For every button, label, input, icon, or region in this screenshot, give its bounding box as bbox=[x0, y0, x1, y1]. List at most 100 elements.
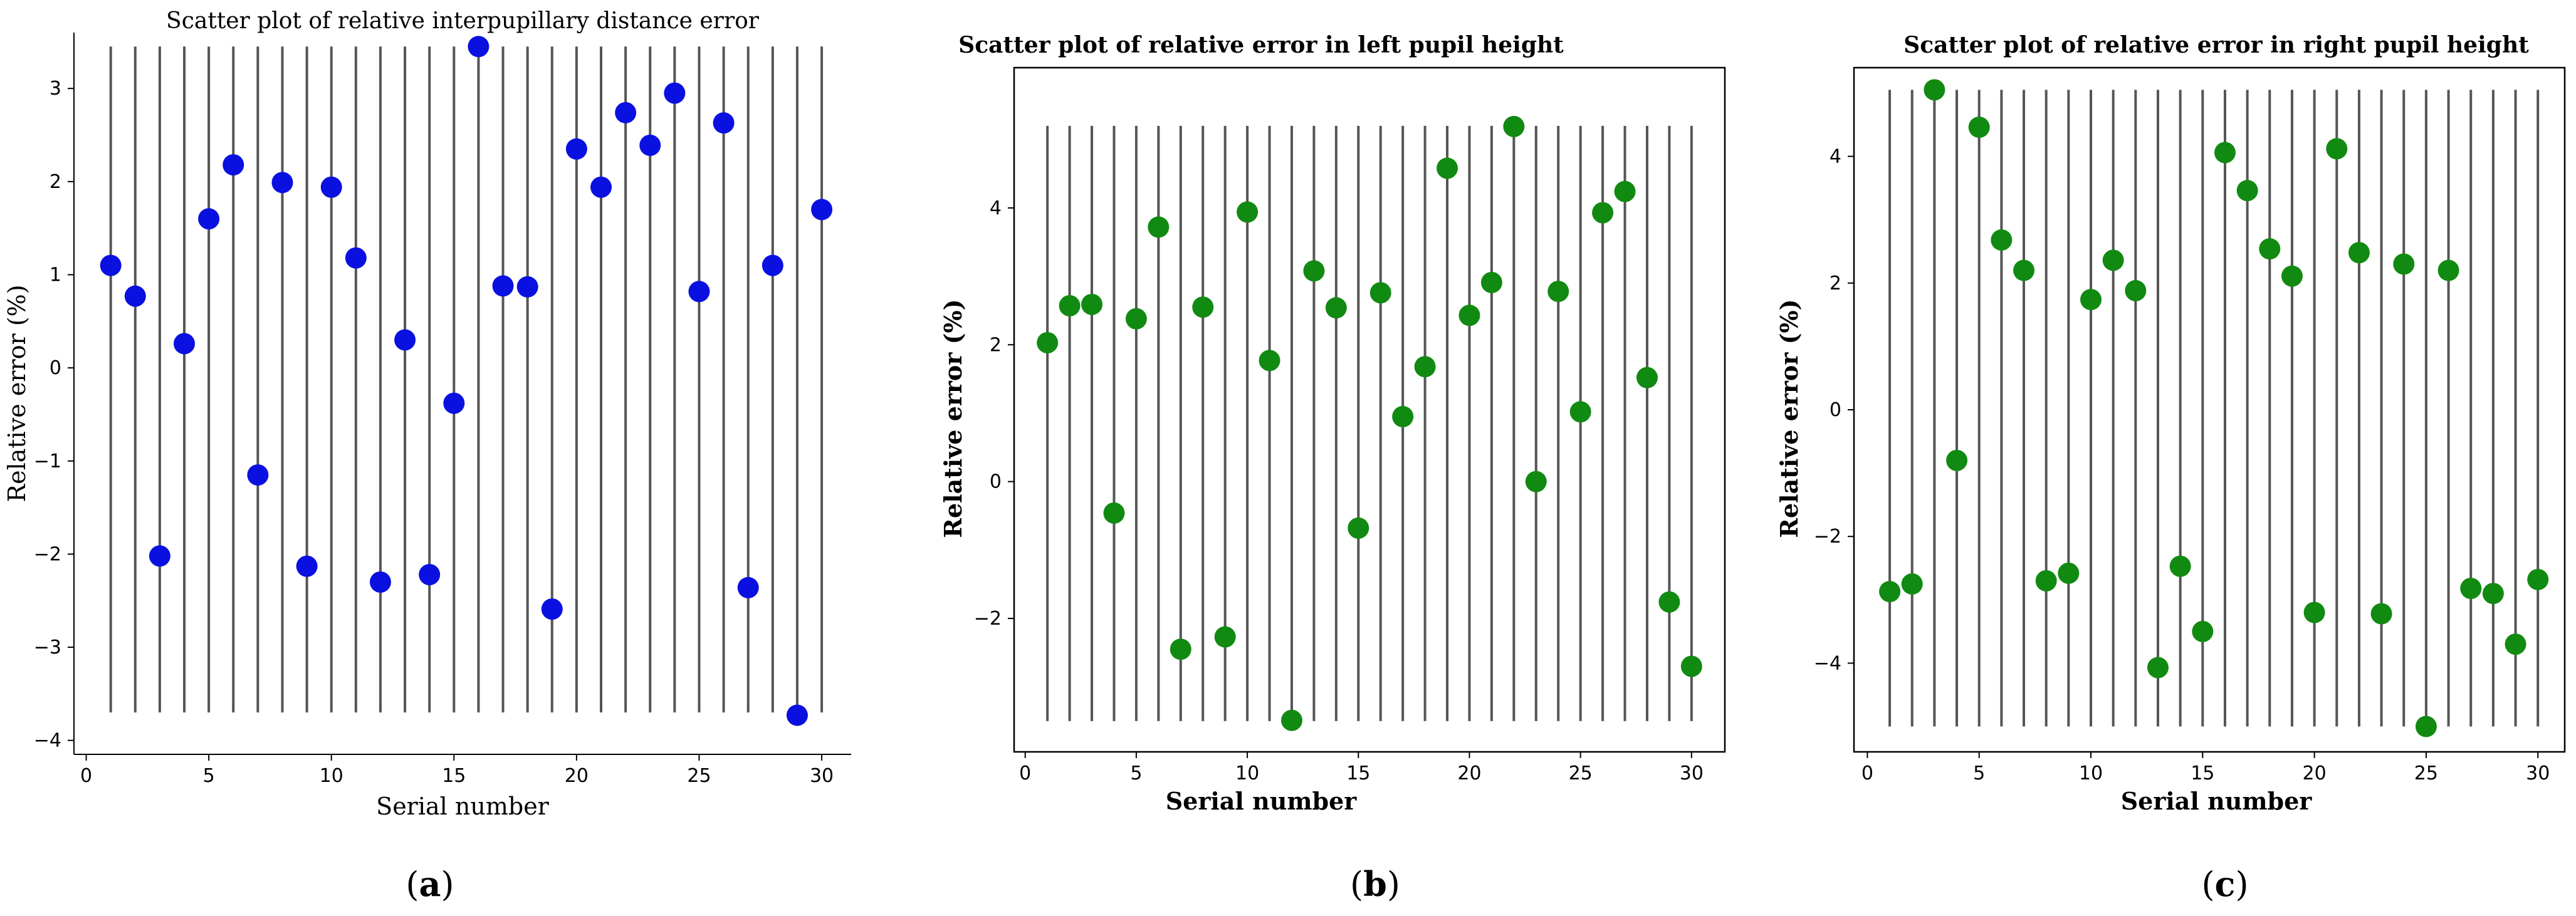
data-point bbox=[2370, 603, 2392, 625]
data-point bbox=[1125, 308, 1147, 330]
data-point bbox=[1037, 331, 1059, 353]
y-tick-label: 0 bbox=[50, 357, 61, 379]
data-point bbox=[1879, 581, 1901, 603]
y-tick-label: −3 bbox=[34, 637, 61, 658]
y-tick-label: 4 bbox=[1830, 146, 1841, 168]
data-points bbox=[100, 36, 833, 726]
x-tick-label: 5 bbox=[203, 765, 215, 787]
x-tick-label: 0 bbox=[1019, 762, 1031, 784]
scatter-chart-left-pupil-height: Scatter plot of relative error in left p… bbox=[939, 32, 1726, 815]
data-point bbox=[2482, 583, 2504, 605]
panel-letter-c: c bbox=[2215, 864, 2236, 904]
x-tick-label: 30 bbox=[1680, 762, 1704, 784]
plot-frame bbox=[1853, 66, 2566, 753]
y-tick-label: 2 bbox=[990, 334, 1002, 356]
x-tick-label: 20 bbox=[565, 765, 589, 787]
data-point bbox=[492, 275, 514, 297]
data-point bbox=[1968, 117, 1990, 138]
y-tick-label: 4 bbox=[990, 197, 1002, 219]
data-point bbox=[2348, 242, 2370, 264]
x-tick-label: 15 bbox=[1346, 762, 1370, 784]
data-point bbox=[296, 555, 318, 577]
x-tick-label: 20 bbox=[1457, 762, 1481, 784]
data-point bbox=[2415, 716, 2437, 737]
data-point bbox=[1592, 202, 1614, 224]
data-point bbox=[1259, 350, 1280, 372]
data-point bbox=[786, 704, 808, 726]
x-axis-label: Serial number bbox=[1166, 787, 1358, 815]
y-tick-label: −2 bbox=[974, 608, 1002, 630]
data-point bbox=[1991, 229, 2013, 251]
x-tick-label: 20 bbox=[2303, 762, 2327, 784]
y-tick-label: −2 bbox=[1814, 526, 1841, 548]
x-tick-label: 5 bbox=[1973, 762, 1985, 784]
x-tick-label: 0 bbox=[80, 765, 92, 787]
axis-ticks: 0 5 10 15 20 25 30 −2 0 2 4 bbox=[974, 197, 1704, 784]
data-point bbox=[2035, 570, 2057, 591]
y-tick-label: 0 bbox=[1830, 399, 1841, 421]
data-point bbox=[811, 199, 833, 221]
data-point bbox=[664, 82, 686, 104]
panel-letter-b: b bbox=[1363, 864, 1387, 904]
data-point bbox=[1569, 401, 1591, 423]
y-tick-label: −1 bbox=[34, 450, 61, 472]
data-point bbox=[1348, 517, 1369, 539]
data-point bbox=[2236, 180, 2258, 202]
axes bbox=[1853, 66, 2566, 753]
data-point bbox=[443, 392, 465, 414]
data-point bbox=[1614, 180, 1636, 202]
data-point bbox=[2125, 279, 2147, 301]
data-point bbox=[2303, 601, 2325, 623]
axis-ticks: 0 5 10 15 20 25 30 −4 −2 0 2 4 bbox=[1814, 146, 2550, 784]
data-point bbox=[1369, 282, 1391, 304]
data-point bbox=[149, 545, 170, 567]
x-tick-label: 30 bbox=[810, 765, 834, 787]
x-tick-label: 25 bbox=[2414, 762, 2438, 784]
data-point bbox=[1392, 405, 1414, 427]
data-point bbox=[737, 576, 759, 598]
y-tick-label: 2 bbox=[1830, 273, 1841, 294]
data-point bbox=[1458, 304, 1480, 326]
x-tick-label: 15 bbox=[2191, 762, 2214, 784]
data-point bbox=[1103, 502, 1125, 524]
y-tick-label: −2 bbox=[34, 543, 61, 565]
data-point bbox=[2013, 259, 2035, 281]
data-point bbox=[1636, 367, 1658, 388]
y-tick-label: −4 bbox=[34, 730, 61, 752]
data-point bbox=[762, 254, 783, 276]
y-tick-label: 1 bbox=[50, 264, 61, 286]
data-point bbox=[1503, 115, 1525, 137]
data-point bbox=[1148, 216, 1170, 238]
chart-title: Scatter plot of relative interpupillary … bbox=[166, 8, 760, 34]
panel-label-a: (a) bbox=[406, 864, 454, 904]
y-tick-label: −4 bbox=[1814, 652, 1841, 674]
data-point bbox=[247, 464, 269, 486]
data-point bbox=[2281, 265, 2303, 287]
axis-ticks: 0 5 10 15 20 25 30 −4 −3 −2 −1 0 1 2 3 bbox=[34, 78, 834, 787]
scatter-chart-interpupillary-distance: Scatter plot of relative interpupillary … bbox=[3, 8, 851, 820]
x-tick-label: 10 bbox=[1235, 762, 1259, 784]
data-point bbox=[394, 329, 416, 351]
data-point bbox=[1081, 293, 1103, 315]
chart-title: Scatter plot of relative error in right … bbox=[1903, 32, 2529, 58]
data-point bbox=[1946, 449, 1968, 471]
data-point bbox=[1280, 709, 1302, 731]
data-point bbox=[1237, 201, 1259, 223]
data-point bbox=[124, 285, 146, 307]
x-tick-label: 25 bbox=[1569, 762, 1593, 784]
data-point bbox=[174, 333, 196, 355]
y-axis-label: Relative error (%) bbox=[1775, 299, 1803, 538]
data-point bbox=[320, 176, 342, 198]
stem-lines bbox=[109, 46, 824, 713]
data-point bbox=[419, 564, 441, 586]
data-point bbox=[1214, 626, 1236, 648]
data-point bbox=[1680, 655, 1702, 677]
data-point bbox=[345, 247, 367, 269]
data-point bbox=[2058, 562, 2080, 584]
y-tick-label: 3 bbox=[50, 78, 61, 100]
data-point bbox=[2393, 253, 2415, 275]
data-point bbox=[1059, 295, 1081, 317]
data-point bbox=[1480, 271, 1502, 293]
y-axis-label: Relative error (%) bbox=[939, 299, 967, 538]
data-point bbox=[639, 134, 661, 156]
